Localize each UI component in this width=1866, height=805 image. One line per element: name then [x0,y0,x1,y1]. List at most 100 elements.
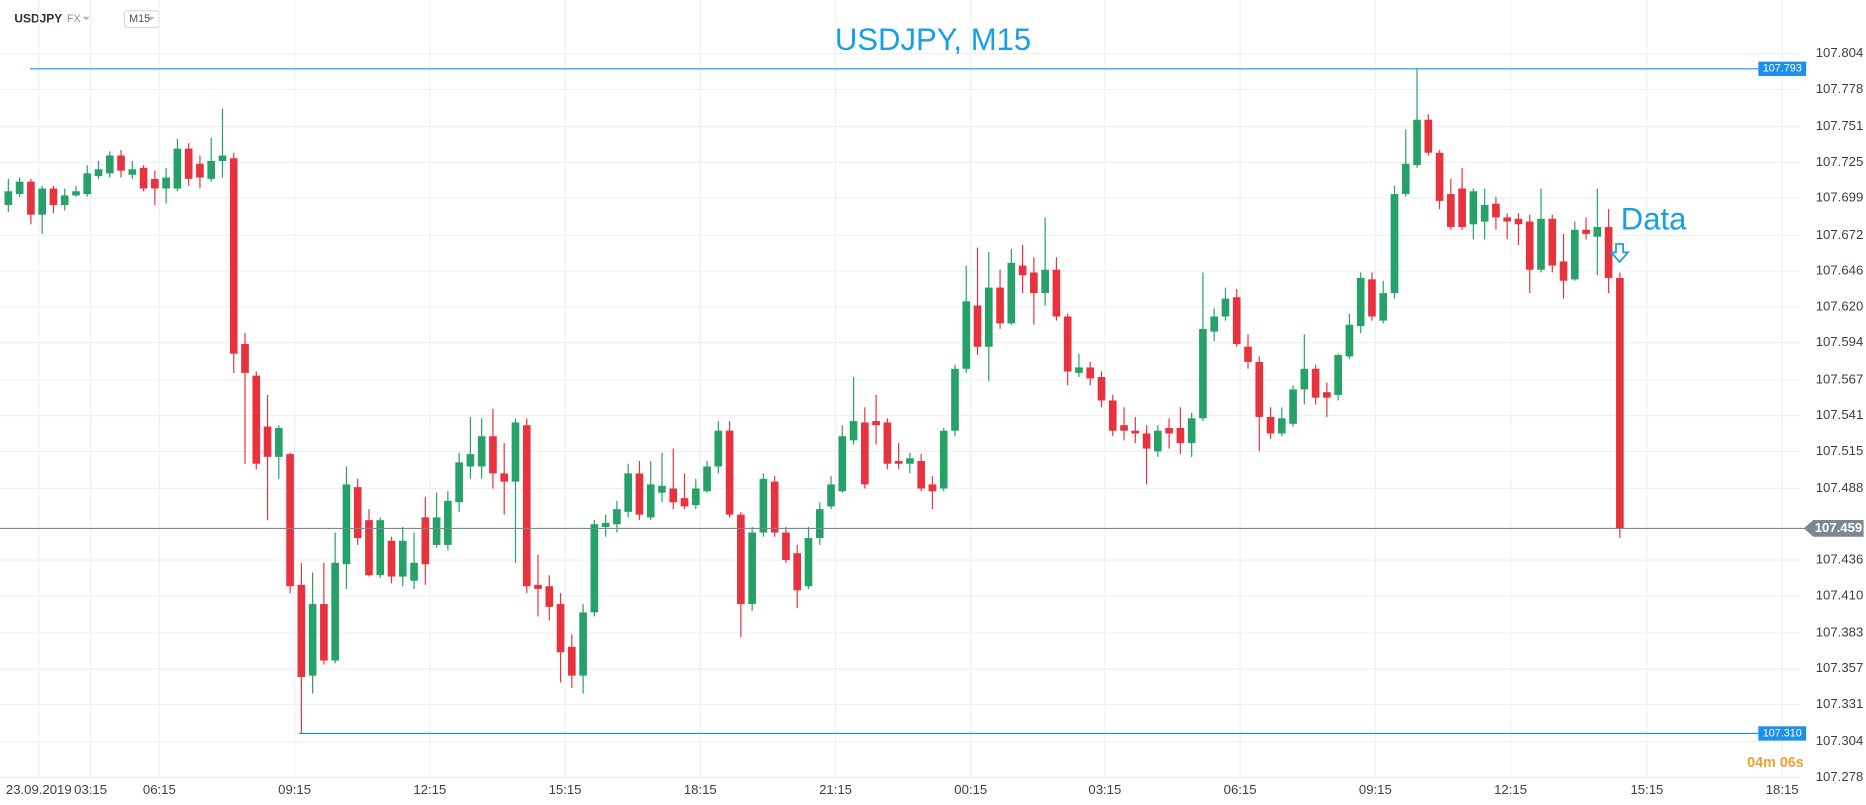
candle-body [590,524,599,613]
candle-body [1187,418,1196,444]
x-tick-label: 00:15 [954,782,987,797]
candle-body [229,158,238,354]
candle-body [274,427,283,457]
candle-body [1052,269,1061,317]
x-tick-label: 12:15 [1494,782,1527,797]
toolbar: USDJPY FX M15 [14,10,160,29]
candle-body [1323,392,1331,398]
candle-body [545,586,554,607]
candle-body [511,422,520,482]
candle-body [1142,433,1151,449]
candle-body [770,481,779,533]
candle-body [432,517,441,545]
y-tick-label: 107.331 [1816,696,1864,711]
candle-body [1356,277,1365,327]
candle-body [1210,316,1219,332]
candle-body [387,540,396,577]
candle-body [1424,119,1433,153]
timeframe[interactable]: M15 [129,13,150,25]
y-tick-label: 107.488 [1816,480,1864,495]
y-tick-label: 107.594 [1816,334,1864,349]
candle-body [556,604,565,653]
candle-body [263,426,272,457]
x-tick-label: 06:15 [1224,782,1257,797]
candle-body [601,522,610,528]
candle-body [15,181,24,195]
candle-body [1041,269,1049,294]
candle-body [1108,400,1117,431]
candle-body [962,301,971,369]
candle-body [1390,194,1399,294]
candle-body [951,368,959,431]
candle-body [1469,191,1478,225]
candle-body [365,520,373,576]
y-tick-label: 107.357 [1816,660,1864,675]
dropdown-arrow[interactable] [148,16,155,21]
candle-body [1199,328,1207,419]
candle-body [489,436,497,474]
candle-body [1244,346,1252,362]
candle-body [173,148,182,189]
x-tick-label: 09:15 [1359,782,1392,797]
candle-body [252,375,261,464]
candle-body [105,155,114,174]
candle-body [680,498,689,507]
x-tick-label: 09:15 [278,782,311,797]
candle-body [1165,427,1173,434]
candle-body [737,514,745,605]
candle-body [1447,194,1455,228]
candle-body [1277,418,1286,434]
candle-body [883,422,892,464]
candle-body [1289,389,1297,424]
y-tick-label: 107.646 [1816,263,1864,278]
candle-body [27,181,35,215]
candle-body [613,509,621,525]
low-price-tag [1758,726,1807,741]
low-price-label: 107.310 [1763,727,1802,739]
candle-body [849,421,858,441]
candle-body [218,155,227,162]
market[interactable]: FX [67,13,81,25]
y-tick-label: 107.410 [1816,587,1864,602]
candle-body [703,466,711,492]
candle-body [1503,217,1512,222]
y-tick-label: 107.515 [1816,443,1864,458]
y-tick-label: 107.620 [1816,298,1864,313]
candle-body [1570,229,1579,280]
candle-body [342,484,351,565]
candle-body [1075,367,1083,373]
y-tick-label: 107.383 [1816,624,1864,639]
candle-body [872,421,880,426]
candle-body [804,538,813,587]
candle-body [308,604,317,676]
candle-body [139,167,148,189]
candle-body [1435,152,1444,201]
dropdown-arrow[interactable] [82,16,90,21]
candle-body [827,484,835,507]
high-price-tag [1758,61,1807,76]
candle-body [60,195,69,206]
candle-body [1604,227,1613,278]
candle-body [466,454,475,467]
candle-body [207,161,216,179]
candle-body [353,487,362,539]
candle-body [4,191,13,206]
candle-body [1458,188,1466,228]
candle-body [1368,279,1376,317]
candle-body [984,287,993,347]
candle-body [1345,324,1354,357]
x-tick-label: 18:15 [684,782,717,797]
candle-body [973,305,982,347]
candle-body [117,155,125,171]
candle-body [635,473,644,515]
candle-body [1492,203,1500,218]
candle-body [38,188,46,215]
candle-body [1120,425,1128,431]
candle-body [1548,218,1557,266]
x-tick-label: 15:15 [549,782,582,797]
x-tick-label: 06:15 [143,782,176,797]
y-tick-label: 107.751 [1816,118,1864,133]
candle-body [241,344,249,373]
candle-body [522,425,531,587]
candle-body [376,520,385,576]
